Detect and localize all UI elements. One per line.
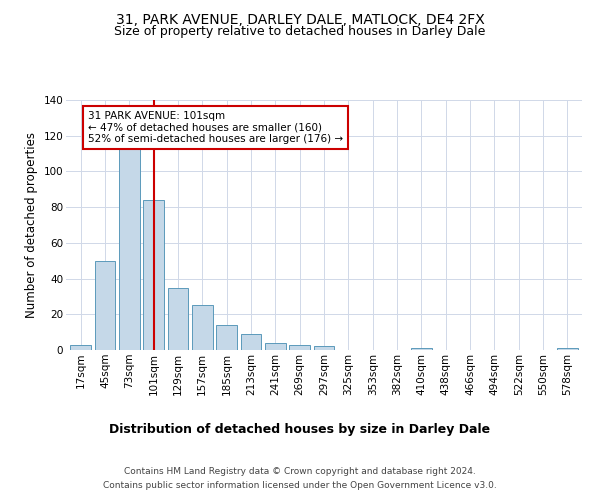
Bar: [167, 288, 188, 350]
Bar: [119, 148, 140, 350]
Text: Contains public sector information licensed under the Open Government Licence v3: Contains public sector information licen…: [103, 481, 497, 490]
Bar: [95, 260, 115, 350]
Y-axis label: Number of detached properties: Number of detached properties: [25, 132, 38, 318]
Text: 31, PARK AVENUE, DARLEY DALE, MATLOCK, DE4 2FX: 31, PARK AVENUE, DARLEY DALE, MATLOCK, D…: [116, 12, 484, 26]
Bar: [411, 348, 432, 350]
Text: Distribution of detached houses by size in Darley Dale: Distribution of detached houses by size …: [109, 422, 491, 436]
Text: 31 PARK AVENUE: 101sqm
← 47% of detached houses are smaller (160)
52% of semi-de: 31 PARK AVENUE: 101sqm ← 47% of detached…: [88, 110, 343, 144]
Bar: [216, 325, 237, 350]
Bar: [241, 334, 262, 350]
Bar: [70, 344, 91, 350]
Bar: [192, 306, 212, 350]
Bar: [143, 200, 164, 350]
Text: Size of property relative to detached houses in Darley Dale: Size of property relative to detached ho…: [115, 25, 485, 38]
Bar: [314, 346, 334, 350]
Text: Contains HM Land Registry data © Crown copyright and database right 2024.: Contains HM Land Registry data © Crown c…: [124, 468, 476, 476]
Bar: [265, 343, 286, 350]
Bar: [557, 348, 578, 350]
Bar: [289, 344, 310, 350]
